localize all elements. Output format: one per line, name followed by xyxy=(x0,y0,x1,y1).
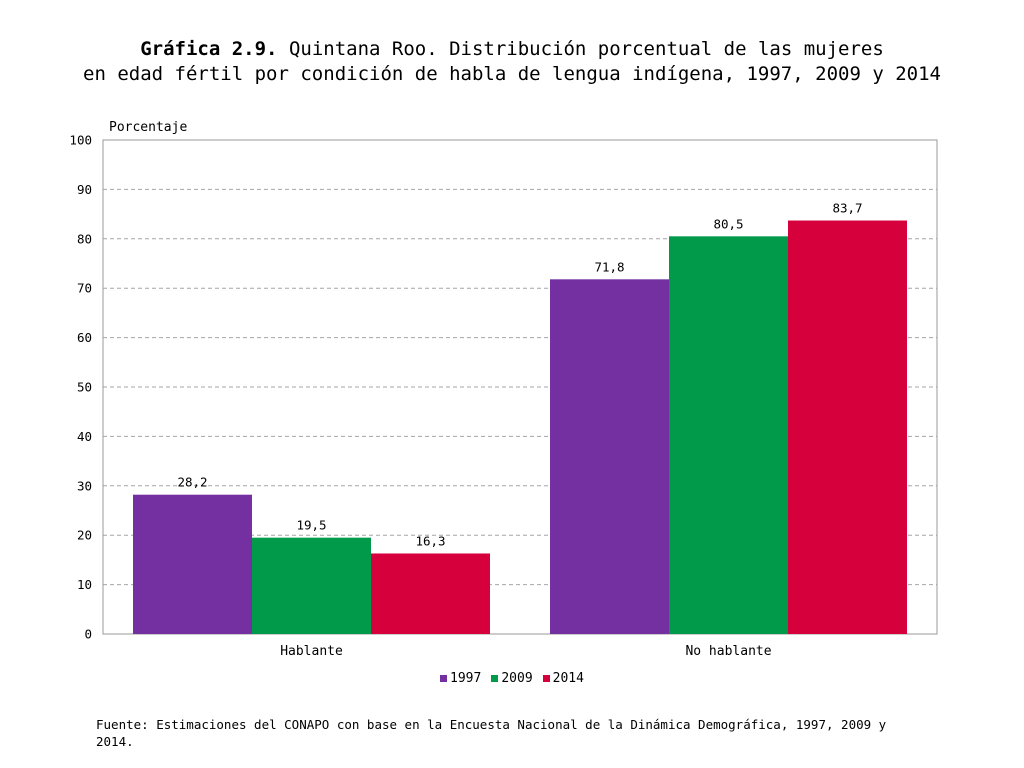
y-tick-label: 0 xyxy=(84,627,92,642)
chart-title-text: Quintana Roo. Distribución porcentual de… xyxy=(288,38,884,60)
y-tick-label: 60 xyxy=(77,330,92,345)
legend-label: 2014 xyxy=(552,671,584,686)
y-tick-label: 90 xyxy=(77,182,92,197)
legend-label: 1997 xyxy=(450,671,482,686)
data-label: 28,2 xyxy=(177,475,207,490)
y-tick-label: 10 xyxy=(77,577,92,592)
bar-1997-no-hablante xyxy=(550,279,669,634)
bar-2014-no-hablante xyxy=(788,220,907,634)
legend-item-1997: 1997 xyxy=(440,671,481,686)
legend-label: 2009 xyxy=(501,671,533,686)
bar-2009-hablante xyxy=(252,537,371,634)
chart-title-line-1: Gráfica 2.9. Quintana Roo. Distribución … xyxy=(0,38,1024,60)
data-label: 16,3 xyxy=(415,533,445,548)
y-tick-label: 50 xyxy=(77,380,92,395)
y-tick-label: 30 xyxy=(77,478,92,493)
bar-2009-no-hablante xyxy=(669,236,788,634)
y-tick-label: 70 xyxy=(77,281,92,296)
y-axis-label: Porcentaje xyxy=(109,120,187,135)
data-label: 83,7 xyxy=(832,201,862,216)
y-tick-label: 100 xyxy=(69,133,92,148)
y-tick-label: 40 xyxy=(77,429,92,444)
chart-title-line-2: en edad fértil por condición de habla de… xyxy=(83,63,941,85)
legend-swatch xyxy=(491,675,499,682)
bar-chart: 0 10 20 30 40 50 60 70 80 90 100 Porcentaje 28,2 19,5… xyxy=(69,120,938,659)
bar-2014-hablante xyxy=(371,553,490,634)
legend: 1997 2009 2014 xyxy=(0,671,1024,686)
legend-item-2009: 2009 xyxy=(491,671,533,686)
y-tick-label: 80 xyxy=(77,231,92,246)
bar-1997-hablante xyxy=(133,494,252,634)
legend-item-2014: 2014 xyxy=(542,671,584,686)
legend-swatch xyxy=(440,675,448,682)
data-label: 80,5 xyxy=(713,216,743,231)
y-tick-label: 20 xyxy=(77,528,92,543)
chart-title-label: Gráfica 2.9. xyxy=(140,38,278,60)
data-label: 71,8 xyxy=(594,259,624,274)
x-category-label: No hablante xyxy=(685,644,771,659)
source-note: Fuente: Estimaciones del CONAPO con base… xyxy=(96,717,887,749)
data-label: 19,5 xyxy=(296,518,326,533)
plot-frame xyxy=(102,139,938,635)
x-category-label: Hablante xyxy=(280,644,343,659)
legend-swatch xyxy=(542,675,550,682)
